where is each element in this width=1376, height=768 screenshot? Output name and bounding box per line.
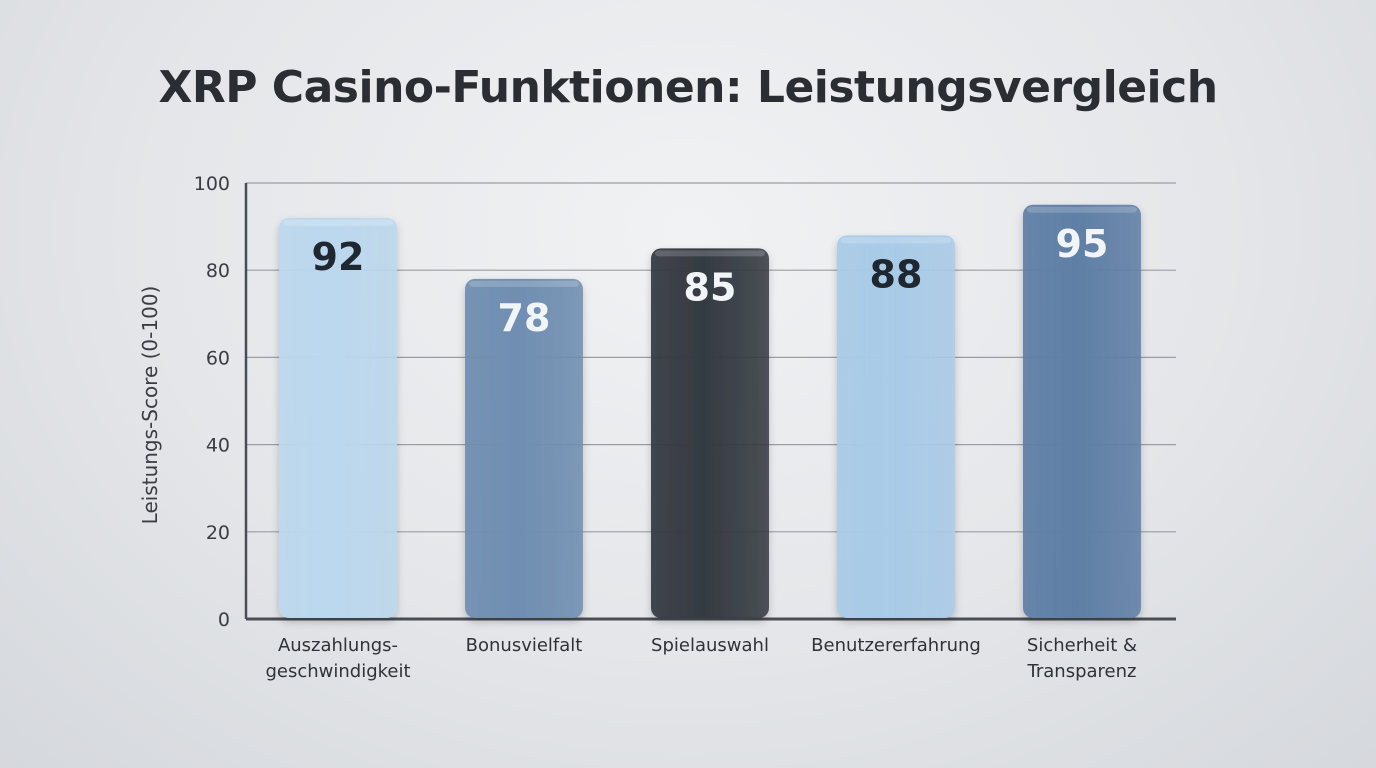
y-tick-label: 0 (218, 609, 230, 631)
bar-value-label: 78 (498, 296, 551, 340)
bar-value-label: 92 (312, 235, 365, 279)
bar-value-label: 88 (870, 252, 923, 296)
y-tick-label: 20 (206, 522, 230, 544)
chart-title: XRP Casino-Funktionen: Leistungsvergleic… (158, 62, 1218, 113)
x-category-label: Auszahlungs- (278, 635, 398, 656)
y-tick-label: 60 (206, 347, 230, 369)
bar-value-label: 85 (684, 265, 737, 309)
bar-value-label: 95 (1056, 222, 1109, 266)
bar (279, 217, 397, 618)
y-tick-label: 40 (206, 435, 230, 457)
x-category-label: Sicherheit & (1027, 635, 1137, 656)
bar (651, 248, 769, 618)
x-category-label: geschwindigkeit (265, 661, 410, 682)
bar-highlight (283, 219, 393, 226)
x-category-label: Spielauswahl (651, 635, 769, 656)
bar-highlight (655, 250, 765, 257)
x-category-label: Transparenz (1027, 661, 1137, 682)
bar (465, 278, 583, 618)
bar (1023, 204, 1141, 619)
bar (837, 235, 955, 618)
x-category-label: Bonusvielfalt (466, 635, 583, 656)
x-category-label: Benutzererfahrung (811, 635, 981, 656)
bar-highlight (1027, 206, 1137, 213)
y-axis-title: Leistungs-Score (0-100) (138, 286, 162, 525)
y-tick-label: 100 (194, 173, 230, 195)
y-tick-label: 80 (206, 260, 230, 282)
bar-highlight (841, 237, 951, 244)
bar-highlight (469, 280, 579, 287)
